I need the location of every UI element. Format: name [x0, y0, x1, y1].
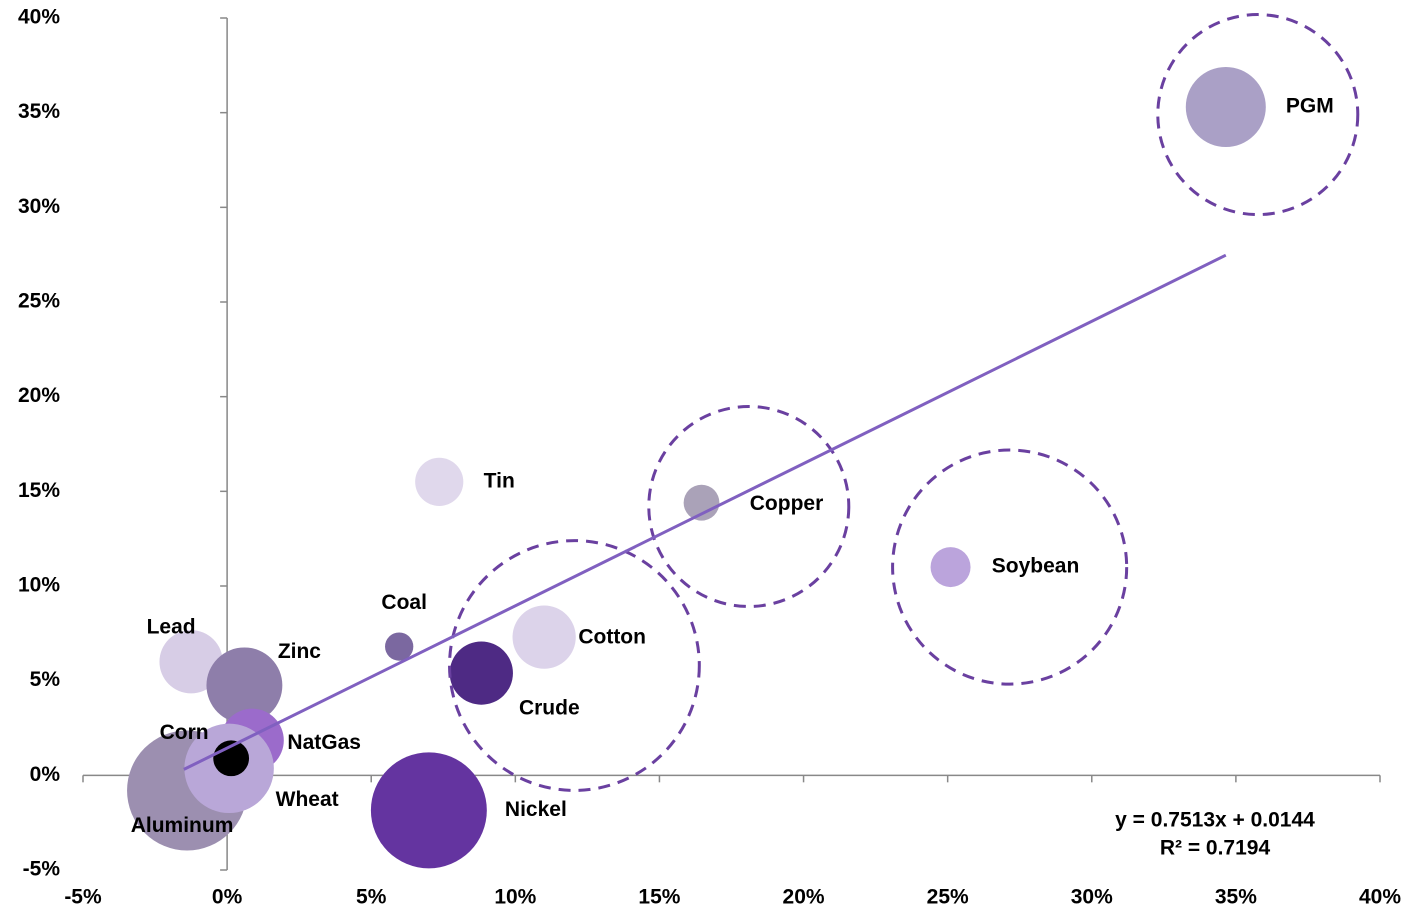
x-tick-label: 25%: [927, 886, 969, 909]
y-tick-label: 10%: [18, 574, 60, 597]
bubble-label: Zinc: [278, 640, 321, 663]
highlight-circle: [647, 404, 851, 608]
y-tick-label: 0%: [30, 763, 61, 786]
y-tick-label: 35%: [18, 100, 60, 123]
y-tick-label: 15%: [18, 479, 60, 502]
bubble: [1185, 66, 1266, 147]
x-tick-label: 35%: [1215, 886, 1257, 909]
bubble: [370, 752, 487, 869]
bubble: [206, 647, 283, 724]
y-tick-label: 20%: [18, 384, 60, 407]
bubble-label: Aluminum: [131, 814, 234, 837]
r-squared: R² = 0.7194: [1160, 837, 1271, 860]
x-tick-label: 30%: [1071, 886, 1113, 909]
equation: y = 0.7513x + 0.0144: [1115, 809, 1315, 832]
bubble: [512, 605, 576, 669]
highlight-circle: [891, 448, 1129, 686]
x-tick-label: 5%: [356, 886, 387, 909]
bubble: [159, 630, 223, 694]
bubble-label: Lead: [147, 615, 196, 638]
bubble-label: Copper: [750, 492, 824, 515]
highlight-circle: [1156, 13, 1360, 217]
x-tick-label: 40%: [1359, 886, 1401, 909]
y-tick-label: 5%: [30, 668, 61, 691]
y-tick-label: 30%: [18, 195, 60, 218]
bubble-label: Cotton: [578, 626, 646, 649]
bubble-label: Corn: [160, 721, 209, 744]
bubble-label: PGM: [1286, 95, 1334, 118]
bubble-label: Crude: [519, 697, 580, 720]
bubble: [385, 632, 414, 661]
y-tick-label: 25%: [18, 290, 60, 313]
bubble-label: Wheat: [276, 788, 339, 811]
bubble: [449, 641, 513, 705]
bubble: [415, 457, 464, 506]
x-tick-label: 15%: [638, 886, 680, 909]
bubble-label: Tin: [484, 469, 515, 492]
y-tick-label: -5%: [23, 858, 61, 881]
x-tick-label: 10%: [494, 886, 536, 909]
y-tick-label: 40%: [18, 6, 60, 29]
trendline: [183, 253, 1227, 771]
x-tick-label: 0%: [212, 886, 243, 909]
x-tick-label: 20%: [783, 886, 825, 909]
x-tick-label: -5%: [64, 886, 102, 909]
bubble-label: Coal: [381, 591, 427, 614]
bubble-label: Soybean: [992, 555, 1080, 578]
bubble-label: NatGas: [287, 731, 361, 754]
bubble: [683, 484, 720, 521]
bubble: [930, 547, 971, 588]
highlight-circle: [448, 539, 701, 792]
bubble-label: Nickel: [505, 798, 567, 821]
